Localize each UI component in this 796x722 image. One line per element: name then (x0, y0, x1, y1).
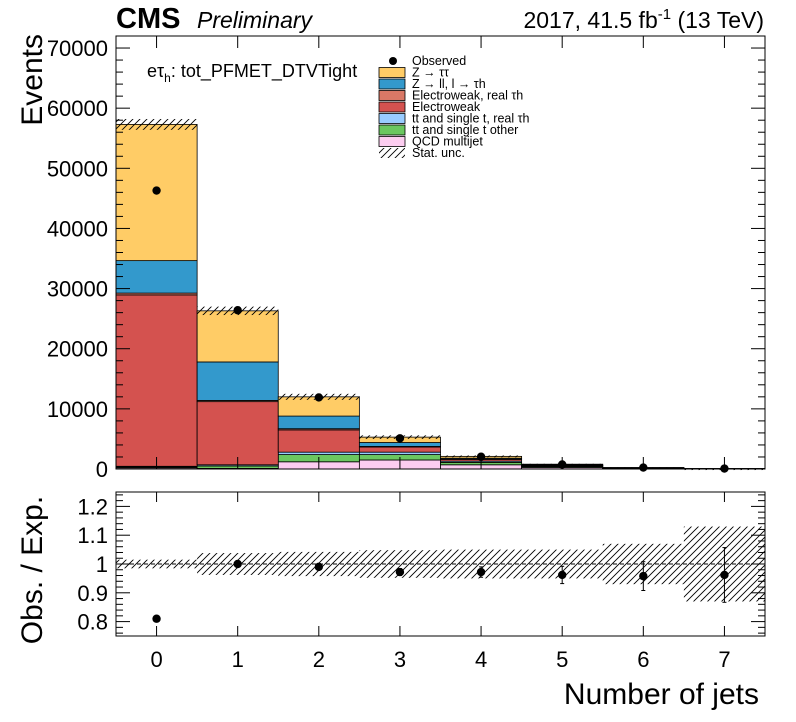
bottom-x-tick-label: 6 (637, 647, 649, 672)
observed-point-bin-2 (314, 393, 324, 402)
observed-point-bin-0 (152, 186, 161, 195)
bottom-x-tick-label: 2 (313, 647, 325, 672)
ratio-point-bin-0 (152, 614, 161, 623)
observed-point-bin-1 (233, 306, 242, 315)
top-y-axis: 0 10000 20000 30000 40000 50000 60000 70000 (47, 35, 765, 482)
top-y-tick-label: 30000 (47, 277, 108, 302)
ratio-points (152, 547, 729, 623)
bottom-y-tick-label: 0.8 (77, 610, 108, 635)
ratio-point-bin-6 (639, 571, 648, 581)
bottom-y-tick-label: 1 (96, 552, 108, 577)
stat-unc-bin-0 (116, 118, 198, 130)
bar-zll-bin-0 (115, 260, 198, 294)
legend-label-stat-unc: Stat. unc. (412, 146, 465, 160)
bar-zll-bin-3 (358, 442, 441, 447)
stacked-histogram-panel: 0 10000 20000 30000 40000 50000 60000 70000 Eve… (16, 34, 766, 482)
channel-label: eτh: tot_PFMET_DTVTight (147, 61, 357, 85)
cms-label: CMS (116, 3, 180, 35)
bottom-x-tick-label: 5 (556, 647, 568, 672)
observed-point-bin-4 (476, 452, 486, 461)
legend-label-zll: Z → ll, l → τh (412, 77, 486, 91)
luminosity-label: 2017, 41.5 fb-1 (13 TeV) (523, 6, 764, 33)
stack-bars (115, 124, 766, 470)
legend-label-ew: Electroweak (412, 100, 481, 114)
legend-label-observed: Observed (412, 54, 466, 68)
top-y-tick-label: 20000 (47, 337, 108, 362)
bar-zll-bin-1 (196, 361, 279, 401)
ratio-point-bin-2 (314, 562, 324, 572)
bottom-x-tick-label: 1 (232, 647, 244, 672)
top-y-tick-label: 60000 (47, 96, 108, 121)
bar-zll-bin-2 (277, 415, 360, 430)
ratio-point-bin-3 (395, 567, 405, 577)
bottom-x-tick-label: 0 (150, 647, 162, 672)
preliminary-label: Preliminary (197, 7, 314, 33)
ratio-point-bin-7 (720, 570, 729, 580)
legend-label-tt_real: tt and single t, real τh (412, 112, 530, 126)
bottom-x-tick-label: 4 (475, 647, 487, 672)
legend-swatch-zll (378, 78, 406, 90)
top-y-tick-label: 70000 (47, 36, 108, 61)
bar-ew-bin-1 (196, 401, 279, 466)
bottom-y-tick-label: 1.2 (77, 494, 108, 519)
top-y-tick-label: 50000 (47, 156, 108, 181)
bar-ew-bin-3 (358, 446, 441, 453)
legend-swatch-ztt (378, 67, 406, 78)
top-y-tick-label: 10000 (47, 397, 108, 422)
legend-swatch-tt_real (378, 113, 406, 124)
legend-marker-observed (389, 57, 397, 65)
bottom-x-tick-label: 3 (394, 647, 406, 672)
bottom-y-tick-label: 0.9 (77, 581, 108, 606)
bar-ew-bin-2 (277, 429, 360, 453)
x-axis-label: Number of jets (564, 678, 759, 711)
legend-label-qcd: QCD multijet (412, 135, 483, 149)
legend-swatch-qcd (378, 136, 406, 147)
ratio-point-bin-5 (557, 570, 567, 580)
bottom-y-tick-label: 1.1 (77, 523, 108, 548)
ratio-panel: 0.8 0.9 1 1.1 1.2 0 1 2 3 4 5 6 7 Obs. / Exp. Numbe… (16, 491, 766, 711)
legend-swatch-ew (378, 101, 406, 113)
y-axis-label: Events (16, 34, 49, 126)
bottom-x-tick-label: 7 (718, 647, 730, 672)
ratio-point-bin-1 (233, 559, 242, 569)
top-y-tick-label: 0 (96, 457, 108, 482)
ratio-point-bin-4 (476, 567, 486, 577)
bottom-y-axis: 0.8 0.9 1 1.1 1.2 (77, 494, 765, 635)
legend-label-ew_real: Electroweak, real τh (412, 89, 523, 103)
legend-label-ztt: Z → ττ (412, 66, 449, 80)
legend-swatch-tt_other (378, 124, 406, 136)
legend-swatch-stat-unc (379, 148, 405, 158)
ratio-y-axis-label: Obs. / Exp. (16, 496, 49, 644)
top-y-tick-label: 40000 (47, 216, 108, 241)
legend-label-tt_other: tt and single t other (412, 123, 518, 137)
ratio-band-bin-0 (116, 559, 198, 569)
legend-swatch-ew_real (378, 90, 406, 101)
bottom-x-axis: 0 1 2 3 4 5 6 7 (150, 492, 731, 672)
bar-ew-bin-0 (115, 294, 198, 467)
observed-point-bin-3 (395, 434, 405, 443)
top-x-axis-ticks (156, 36, 725, 469)
bar-ztt-bin-1 (196, 310, 279, 363)
